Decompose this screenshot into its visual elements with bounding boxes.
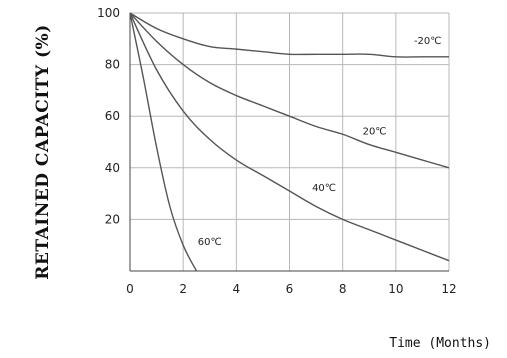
- series-label: 20℃: [363, 126, 387, 137]
- y-tick-label: 100: [97, 6, 120, 20]
- y-tick-label: 20: [105, 212, 120, 226]
- x-tick-label: 8: [339, 282, 347, 296]
- tick-labels: 0 2 4 6 8 10 12 20 40 60 80 100: [97, 6, 457, 296]
- y-tick-label: 40: [105, 161, 120, 175]
- x-tick-label: 6: [286, 282, 294, 296]
- series-group: [129, 12, 450, 272]
- series-label: 60℃: [198, 237, 222, 248]
- series-labels: -20℃ 20℃ 40℃ 60℃: [198, 36, 442, 248]
- x-tick-label: 10: [388, 282, 403, 296]
- y-tick-label: 60: [105, 109, 120, 123]
- x-tick-label: 0: [126, 282, 134, 296]
- x-axis-label: Time (Months): [389, 336, 491, 351]
- series-label: -20℃: [414, 36, 442, 47]
- y-tick-label: 80: [105, 58, 120, 72]
- axes: [129, 13, 449, 272]
- series-line-0: [129, 12, 449, 58]
- x-tick-label: 2: [179, 282, 187, 296]
- series-line-3: [129, 12, 198, 272]
- y-axis-label: RETAINED CAPACITY (%): [33, 24, 53, 280]
- series-label: 40℃: [312, 183, 336, 194]
- series-line-1: [129, 12, 450, 169]
- series-line-2: [129, 12, 450, 262]
- x-tick-label: 4: [233, 282, 241, 296]
- x-tick-label: 12: [441, 282, 456, 296]
